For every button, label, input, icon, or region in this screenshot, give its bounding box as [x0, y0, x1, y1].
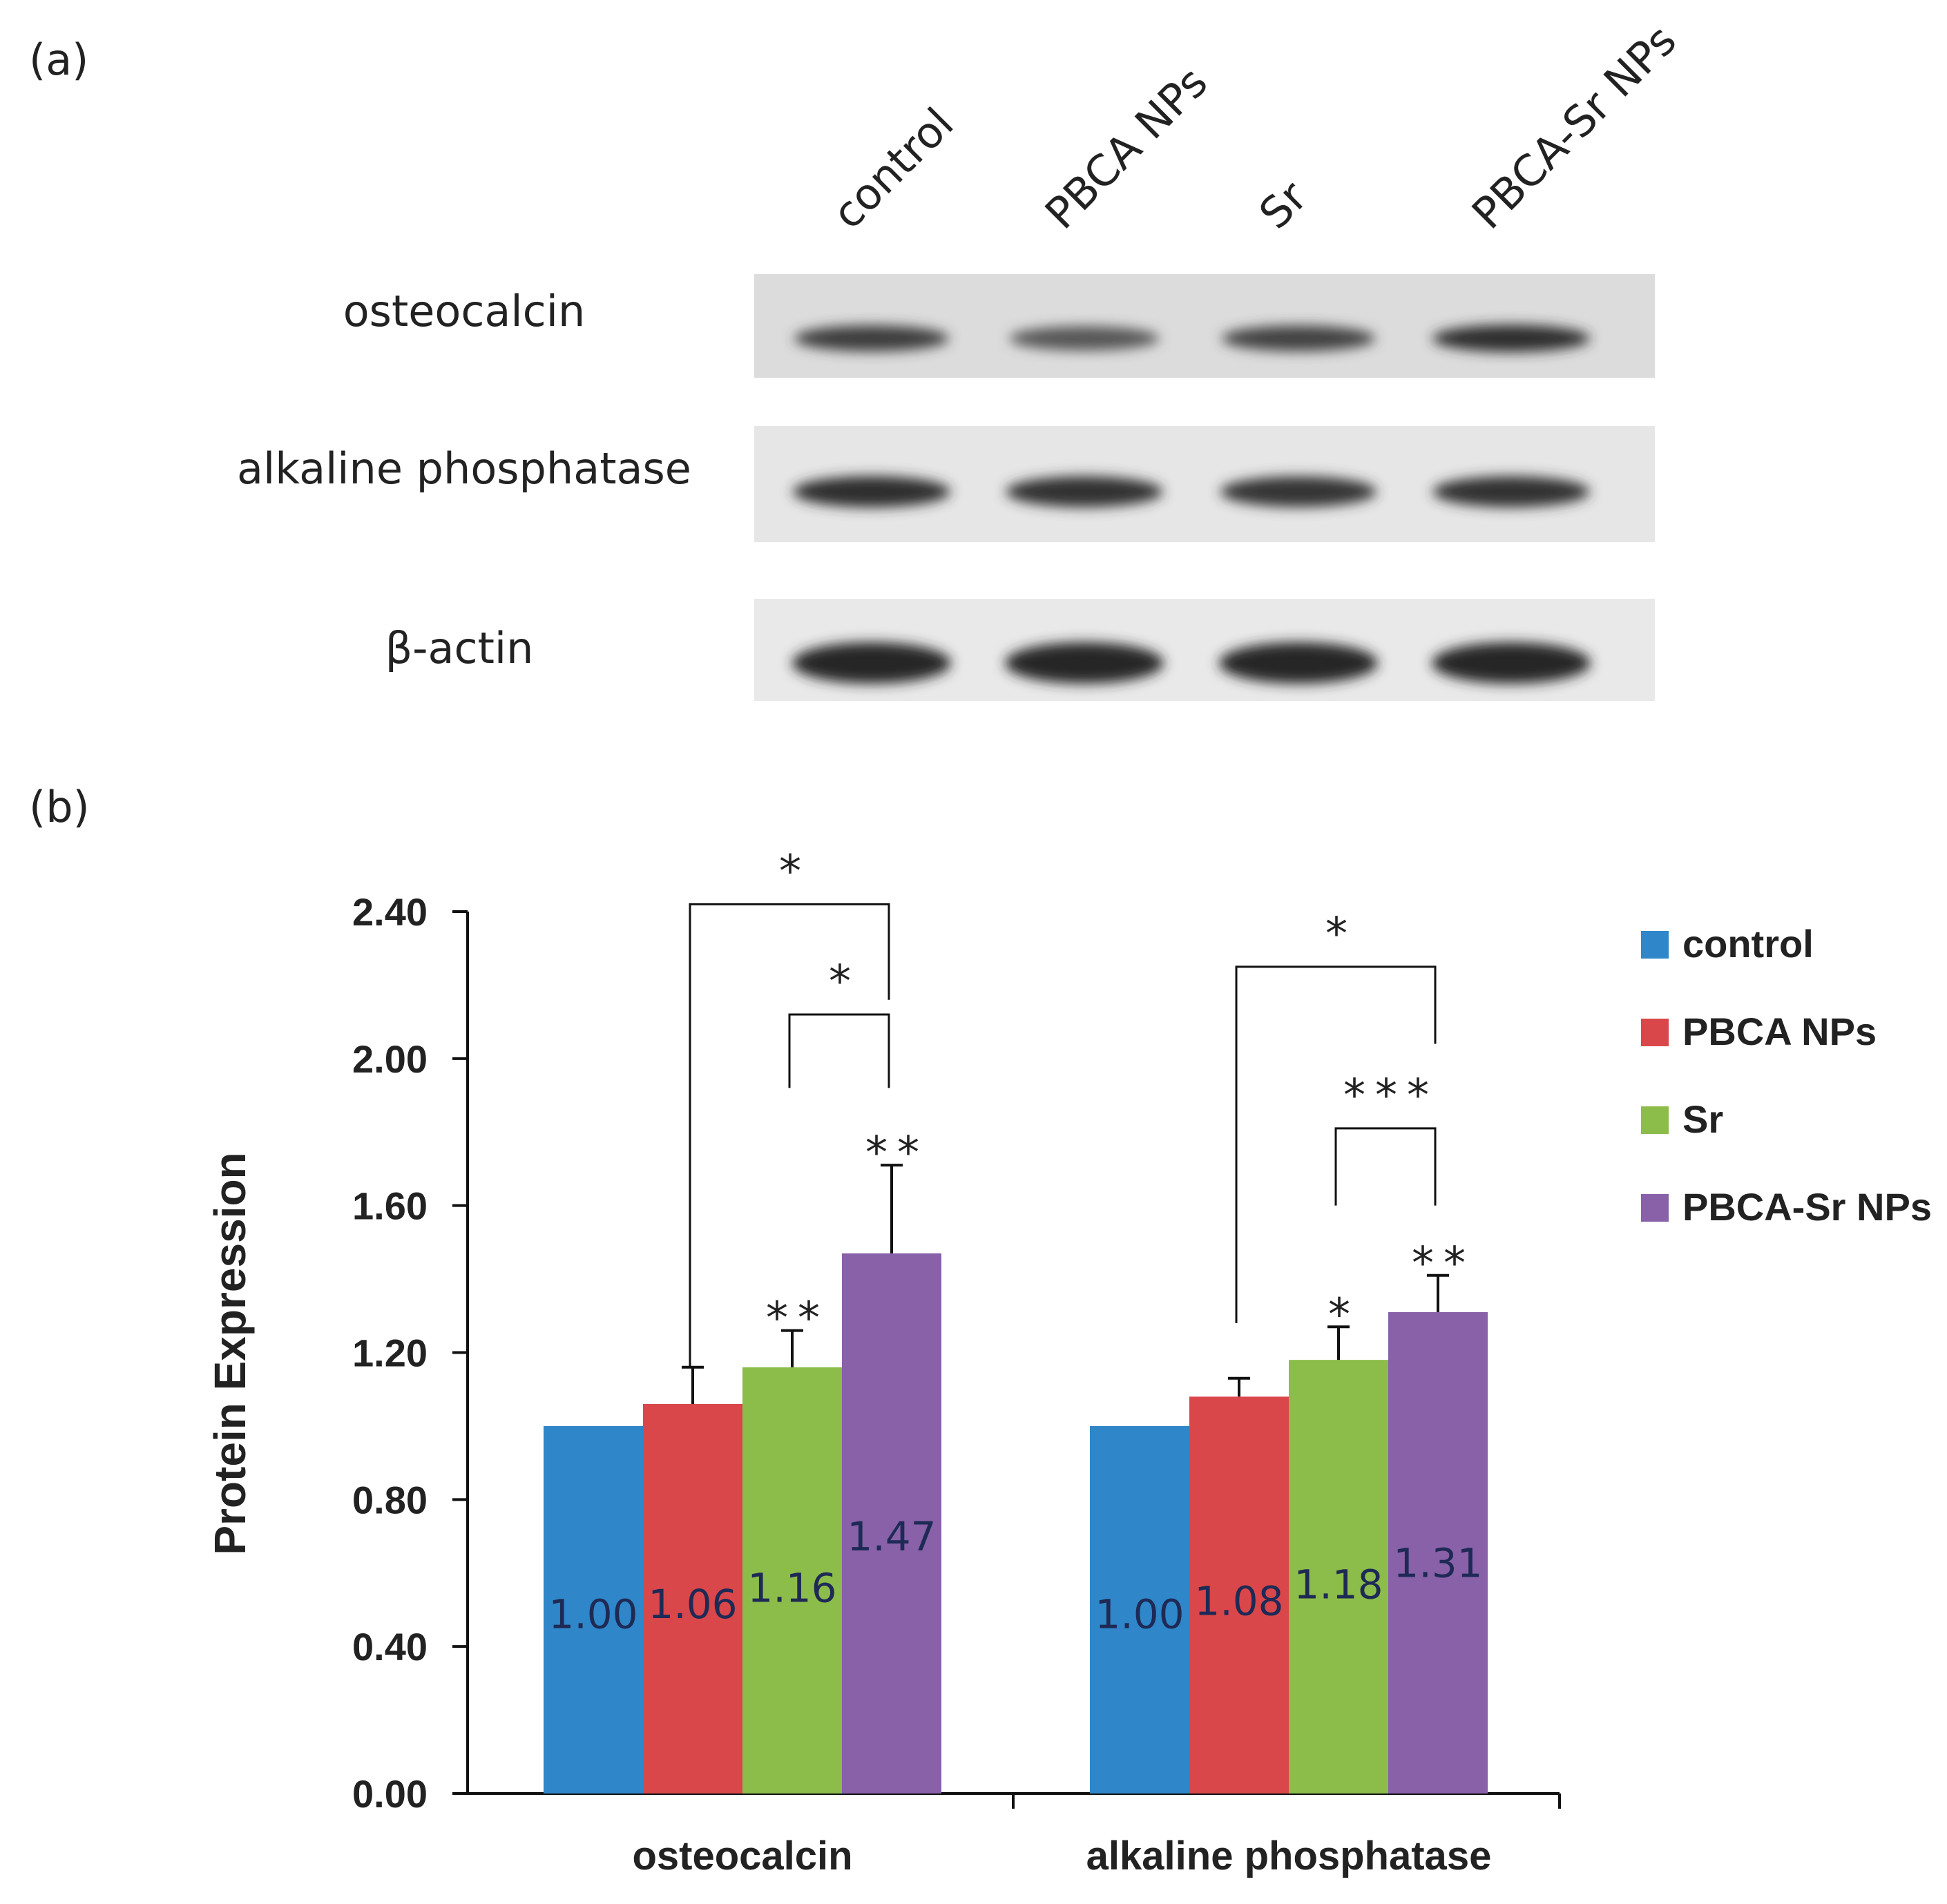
legend-swatch-2: [1641, 1106, 1669, 1134]
lane-label-3: PBCA-Sr NPs: [1462, 15, 1686, 239]
blot-band-2-1: [1005, 642, 1164, 684]
blot-band-0-3: [1432, 325, 1591, 352]
legend-label-2: Sr: [1682, 1097, 1723, 1141]
panel-b-label: (b): [29, 782, 90, 832]
lane-label-2: Sr: [1249, 171, 1317, 239]
sig-bracket-2: [1235, 965, 1437, 1323]
y-tick-label-4: 1.60: [352, 1184, 428, 1228]
sig-label-3-0: **: [865, 1128, 929, 1179]
lane-label-1: PBCA NPs: [1035, 57, 1217, 238]
sig-bracket-label-2: *: [1325, 909, 1357, 960]
sig-bracket-1: [788, 1013, 890, 1088]
bar-1-0: [643, 1403, 742, 1794]
value-label-0-1: 1.00: [1095, 1591, 1184, 1638]
sig-bracket-label-1: *: [829, 956, 861, 1008]
blot-band-1-0: [792, 476, 951, 508]
blot-band-2-0: [792, 642, 951, 684]
blot-row-label-1: alkaline phosphatase: [237, 443, 691, 494]
legend-swatch-1: [1641, 1019, 1669, 1046]
blot-band-1-3: [1432, 476, 1590, 508]
value-label-1-0: 1.06: [648, 1581, 737, 1628]
y-tick-label-5: 2.00: [352, 1037, 428, 1081]
legend-swatch-0: [1641, 931, 1669, 959]
bar-3-0: [842, 1253, 941, 1794]
sig-label-2-0: **: [766, 1294, 829, 1345]
bar-2-0: [742, 1367, 842, 1794]
blot-row-label-0: osteocalcin: [343, 286, 586, 336]
blot-band-1-1: [1006, 476, 1163, 508]
sig-bracket-3: [1334, 1127, 1437, 1206]
lane-label-0: control: [823, 98, 963, 239]
blot-band-2-3: [1432, 642, 1591, 684]
legend-label-1: PBCA NPs: [1682, 1010, 1877, 1053]
value-label-0-0: 1.00: [548, 1591, 637, 1638]
blot-band-0-1: [1009, 326, 1160, 351]
y-tick-label-2: 0.80: [352, 1478, 428, 1521]
sig-bracket-label-0: *: [779, 846, 811, 897]
legend-swatch-3: [1641, 1194, 1669, 1222]
value-label-3-0: 1.47: [847, 1513, 936, 1560]
value-label-1-1: 1.08: [1194, 1577, 1283, 1624]
blot-band-2-2: [1219, 642, 1378, 684]
legend-label-0: control: [1682, 922, 1814, 965]
bar-0-1: [1090, 1425, 1189, 1794]
blot-band-1-2: [1220, 476, 1377, 508]
sig-label-3-1: **: [1412, 1238, 1475, 1289]
value-label-3-1: 1.31: [1393, 1539, 1482, 1586]
panel-a-label: (a): [29, 35, 88, 85]
bar-0-0: [544, 1425, 643, 1794]
sig-label-2-1: *: [1328, 1289, 1360, 1340]
blot-band-0-2: [1221, 325, 1376, 352]
value-label-2-0: 1.16: [747, 1564, 836, 1611]
legend-label-3: PBCA-Sr NPs: [1682, 1185, 1932, 1229]
bar-1-1: [1189, 1396, 1289, 1794]
blot-band-0-0: [794, 325, 949, 352]
sig-bracket-label-3: ***: [1343, 1070, 1439, 1122]
y-tick-label-6: 2.40: [352, 890, 428, 934]
bar-3-1: [1388, 1311, 1488, 1794]
y-axis-title: Protein Expression: [205, 1152, 255, 1555]
blot-row-label-2: β-actin: [385, 623, 534, 673]
x-category-label-0: osteocalcin: [632, 1834, 852, 1878]
y-tick-label-3: 1.20: [352, 1331, 428, 1375]
bar-2-1: [1289, 1360, 1388, 1794]
y-tick-label-1: 0.40: [352, 1625, 428, 1669]
x-category-label-1: alkaline phosphatase: [1086, 1834, 1492, 1878]
value-label-2-1: 1.18: [1294, 1561, 1383, 1608]
sig-bracket-0: [689, 903, 890, 1367]
y-tick-label-0: 0.00: [352, 1772, 428, 1816]
